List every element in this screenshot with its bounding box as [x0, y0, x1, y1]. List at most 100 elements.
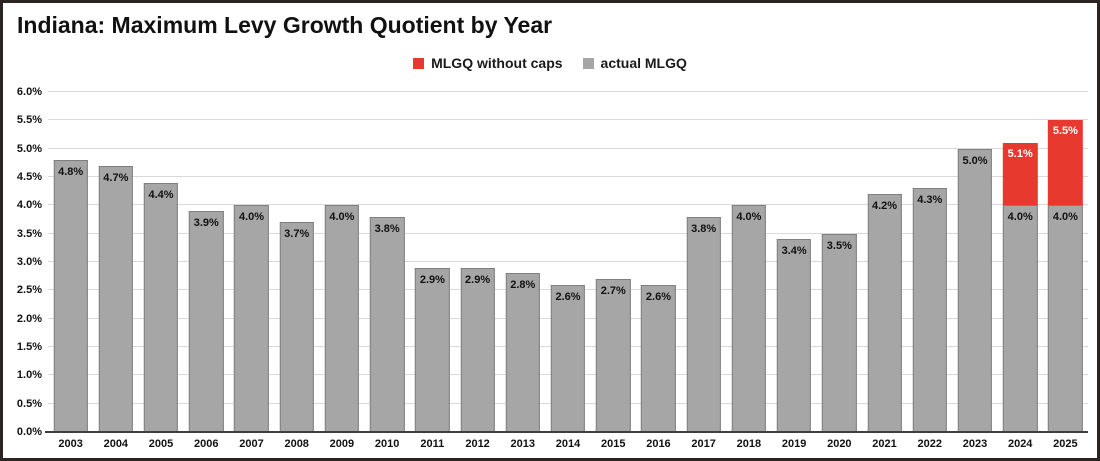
bar-value-label: 2.6% [645, 290, 671, 303]
bar-slot-2015: 2.7% [591, 92, 636, 432]
x-tick-label-2018: 2018 [736, 438, 762, 450]
bar-value-label: 3.8% [374, 222, 400, 235]
bar-slot-2016: 2.6% [636, 92, 681, 432]
bar-actual-2008: 3.7% [279, 222, 314, 432]
bar-actual-2006: 3.9% [189, 211, 224, 432]
y-tick-label: 1.0% [16, 369, 42, 382]
bar-slot-2012: 2.9% [455, 92, 500, 432]
y-tick-label: 2.5% [16, 284, 42, 297]
plot-area: 4.8% 4.7% 4.4% 3.9% 4.0% 3.7% 4.0% 3.8% 2.9% 2.9%… [45, 91, 1088, 433]
bar-value-label: 3.5% [826, 239, 852, 252]
bar-actual-2009: 4.0% [324, 205, 360, 432]
legend-swatch-red [413, 57, 425, 69]
x-tick-label-2017: 2017 [691, 438, 716, 450]
bar-slot-2010: 3.8% [365, 92, 410, 432]
gridline-3.0% [48, 261, 1088, 262]
x-tick-label-2005: 2005 [148, 438, 174, 450]
bar-actual-2024: 4.0% [1003, 205, 1038, 432]
bar-slot-2011: 2.9% [410, 92, 455, 432]
bar-actual-2004: 4.7% [98, 165, 134, 432]
bar-slot-2013: 2.8% [500, 92, 545, 432]
bar-actual-2005: 4.4% [143, 182, 179, 432]
bar-actual-2010: 3.8% [369, 216, 405, 432]
gridline-4.5% [48, 176, 1088, 177]
x-axis-labels: 2003 2004 2005 2006 2007 2008 2009 2010 2011 2012… [48, 438, 1088, 450]
y-tick-label: 1.5% [16, 341, 42, 353]
x-tick-label-2025: 2025 [1053, 438, 1078, 450]
y-tick-label: 4.0% [16, 199, 42, 212]
bar-actual-2021: 4.2% [867, 194, 902, 432]
bar-actual-2007: 4.0% [234, 205, 269, 432]
y-tick-label: 4.5% [16, 171, 42, 183]
x-tick-label-2006: 2006 [194, 438, 219, 450]
x-tick-label-2009: 2009 [329, 438, 355, 450]
bar-slot-2014: 2.6% [545, 92, 590, 432]
gridline-6.0% [48, 91, 1088, 92]
gridline-3.5% [48, 232, 1088, 234]
bar-value-label: 4.0% [736, 211, 762, 224]
bar-value-label: 5.0% [962, 154, 988, 167]
bar-value-label: 4.0% [1052, 211, 1078, 224]
y-tick-label: 6.0% [16, 86, 42, 98]
bar-actual-2017: 3.8% [686, 216, 721, 432]
bar-slot-2025: 4.0% 5.5% [1043, 92, 1088, 432]
x-tick-label-2010: 2010 [374, 438, 400, 450]
y-tick-label: 5.5% [16, 114, 42, 127]
x-tick-label-2022: 2022 [917, 438, 942, 450]
bar-value-label: 5.1% [1007, 148, 1033, 161]
bar-slot-2018: 4.0% [726, 92, 771, 432]
bar-actual-2015: 2.7% [596, 279, 631, 432]
bar-value-label: 2.9% [419, 273, 445, 286]
bar-value-label: 5.5% [1052, 125, 1078, 138]
bar-slot-2021: 4.2% [862, 92, 907, 432]
bar-slot-2017: 3.8% [681, 92, 726, 432]
bar-value-label: 4.7% [103, 171, 129, 184]
x-axis-line [45, 431, 1088, 433]
bar-actual-2014: 2.6% [550, 284, 586, 432]
bar-slot-2019: 3.4% [772, 92, 817, 432]
bar-actual-2018: 4.0% [731, 205, 767, 432]
y-tick-label: 0.0% [16, 426, 42, 438]
bar-actual-2019: 3.4% [776, 239, 812, 432]
bar-value-label: 4.3% [917, 194, 943, 207]
gridline-5.5% [48, 119, 1088, 121]
x-tick-label-2008: 2008 [284, 438, 309, 450]
bar-slot-2009: 4.0% [319, 92, 364, 432]
x-tick-label-2011: 2011 [420, 438, 445, 450]
bar-actual-2012: 2.9% [460, 267, 495, 432]
gridline-4.0% [48, 204, 1088, 206]
bar-slot-2003: 4.8% [48, 92, 93, 432]
bar-value-label: 2.7% [600, 285, 626, 297]
bar-value-label: 3.9% [193, 217, 219, 229]
bar-series: 4.8% 4.7% 4.4% 3.9% 4.0% 3.7% 4.0% 3.8% 2.9% 2.9%… [48, 92, 1088, 432]
legend-swatch-gray [582, 57, 594, 69]
bar-value-label: 4.8% [58, 166, 84, 178]
bar-actual-2020: 3.5% [822, 233, 857, 432]
y-tick-label: 3.5% [16, 227, 42, 240]
x-tick-label-2004: 2004 [103, 438, 129, 450]
bar-value-label: 4.0% [329, 211, 355, 224]
bar-slot-2007: 4.0% [229, 92, 274, 432]
bar-slot-2022: 4.3% [907, 92, 952, 432]
bar-slot-2006: 3.9% [184, 92, 229, 432]
gridline-5.0% [48, 147, 1088, 149]
chart-title: Indiana: Maximum Levy Growth Quotient by… [17, 12, 553, 38]
bar-value-label: 4.2% [872, 200, 898, 212]
bar-without-caps-2024: 5.1% [1003, 143, 1038, 206]
bar-slot-2024: 4.0% 5.1% [998, 92, 1043, 432]
x-tick-label-2007: 2007 [239, 438, 264, 450]
legend-item-actual: actual MLGQ [582, 55, 687, 71]
bar-value-label: 3.7% [284, 228, 310, 241]
x-tick-label-2021: 2021 [872, 438, 897, 450]
bar-slot-2005: 4.4% [138, 92, 183, 432]
y-tick-label: 2.0% [16, 312, 42, 325]
bar-value-label: 4.4% [148, 188, 174, 201]
bar-value-label: 2.6% [555, 290, 581, 303]
bar-actual-2011: 2.9% [415, 267, 450, 432]
y-tick-label: 3.0% [16, 256, 42, 268]
bar-slot-2023: 5.0% [952, 92, 997, 432]
bar-without-caps-2025: 5.5% [1048, 120, 1083, 206]
x-tick-label-2019: 2019 [781, 438, 807, 450]
bar-actual-2016: 2.6% [641, 284, 676, 432]
